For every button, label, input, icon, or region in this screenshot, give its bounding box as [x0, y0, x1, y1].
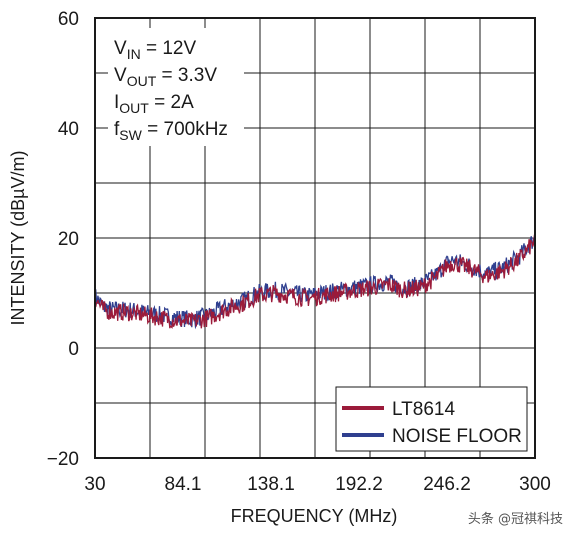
conditions-box: VIN = 12V VOUT = 3.3V IOUT = 2A fSW = 700kH… — [108, 28, 244, 146]
condition-label: fSW = 700kHz — [114, 119, 228, 143]
x-tick-label: 138.1 — [247, 474, 295, 495]
condition-label: VOUT = 3.3V — [114, 65, 217, 89]
x-axis-title: FREQUENCY (MHz) — [231, 506, 398, 526]
tick-labels: 30 84.1 138.1 192.2 246.2 300 60 40 20 0 −20 — [47, 9, 551, 495]
x-tick-label: 30 — [84, 474, 105, 495]
y-tick-label: −20 — [47, 449, 79, 470]
condition-label: IOUT = 2A — [114, 92, 194, 116]
watermark: 头条 @冠祺科技 — [467, 512, 563, 527]
series-line-lt8614 — [94, 232, 536, 329]
y-tick-label: 20 — [58, 229, 79, 250]
x-tick-label: 84.1 — [165, 474, 202, 495]
plot-frame — [94, 17, 536, 459]
y-tick-label: 40 — [58, 119, 79, 140]
condition-label: VIN = 12V — [114, 38, 196, 62]
legend-label: NOISE FLOOR — [392, 426, 522, 447]
x-tick-label: 246.2 — [423, 474, 471, 495]
legend-label: LT8614 — [392, 399, 455, 420]
y-axis-title: INTENSITY (dBµV/m) — [8, 150, 28, 325]
x-tick-label: 300 — [519, 474, 551, 495]
series-line-noise-floor — [94, 236, 536, 330]
y-tick-label: 60 — [58, 9, 79, 30]
x-tick-label: 192.2 — [335, 474, 383, 495]
y-tick-label: 0 — [68, 339, 79, 360]
series-layer — [94, 232, 536, 330]
legend: LT8614 NOISE FLOOR — [335, 386, 528, 452]
